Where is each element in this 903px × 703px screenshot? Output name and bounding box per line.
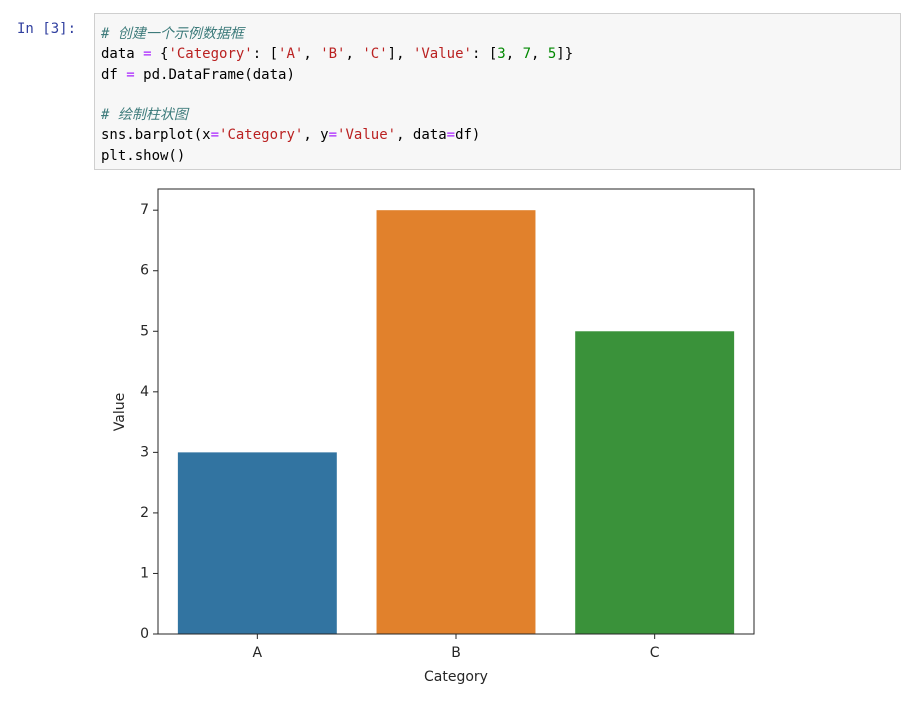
cell-prompt: In [3]: (17, 21, 77, 37)
code-token: , y (303, 127, 329, 144)
y-axis-label: Value (112, 393, 128, 431)
y-tick-label: 7 (140, 202, 149, 218)
code-line: data = {'Category': ['A', 'B', 'C'], 'Va… (101, 44, 894, 64)
code-token: 'Category' (219, 127, 304, 144)
x-axis-label: Category (424, 669, 488, 685)
code-line: sns.barplot(x='Category', y='Value', dat… (101, 125, 894, 145)
x-tick-label: A (253, 645, 263, 661)
code-token: 'C' (362, 46, 388, 63)
code-token: 3 (497, 46, 506, 63)
code-token: = (210, 127, 220, 144)
code-token: = (126, 66, 135, 83)
code-token: 'Category' (168, 46, 253, 63)
y-tick-label: 1 (140, 565, 149, 581)
code-token: = (328, 127, 338, 144)
y-tick-label: 2 (140, 505, 149, 521)
code-line: plt.show() (101, 146, 894, 166)
code-token: = (446, 127, 456, 144)
code-token: , (345, 46, 363, 63)
code-line: df = pd.DataFrame(data) (101, 65, 894, 85)
code-token: sns.barplot(x (101, 127, 211, 144)
code-token: data (101, 46, 144, 63)
code-cell[interactable]: # 创建一个示例数据框 data = {'Category': ['A', 'B'… (94, 13, 901, 170)
code-token: : [ (252, 46, 279, 63)
bar (376, 210, 536, 634)
bar (575, 331, 735, 634)
bar (177, 452, 337, 634)
code-token: pd.DataFrame(data) (134, 66, 295, 83)
code-token: # 绘制柱状图 (101, 107, 188, 124)
code-token: df) (455, 127, 481, 144)
code-token: , data (396, 127, 447, 144)
code-token: 7 (522, 46, 531, 63)
code-token: plt.show() (101, 147, 186, 164)
y-tick-label: 4 (140, 384, 149, 400)
code-token: # 创建一个示例数据框 (101, 26, 244, 42)
code-token: ]} (556, 46, 574, 63)
code-token: 'Value' (412, 46, 472, 63)
code-token: , (505, 46, 523, 63)
x-tick-label: C (650, 645, 660, 661)
code-token: 'B' (320, 46, 346, 63)
code-token: = (143, 46, 152, 63)
code-token: 'Value' (337, 127, 397, 144)
code-token: ], (387, 46, 413, 63)
code-line: # 绘制柱状图 (101, 105, 894, 125)
x-tick-label: B (451, 645, 461, 661)
code-token: df (101, 66, 127, 83)
code-token: , (531, 46, 548, 63)
code-token: 5 (547, 46, 557, 63)
y-tick-label: 3 (140, 444, 149, 460)
axes-frame (157, 188, 755, 635)
code-token: { (151, 46, 169, 63)
y-tick-label: 0 (140, 626, 149, 642)
y-tick-label: 5 (140, 323, 149, 339)
code-token: , (303, 46, 321, 63)
code-token: 'A' (278, 46, 304, 63)
y-tick-label: 6 (140, 263, 149, 279)
code-line: # 创建一个示例数据框 (101, 24, 894, 44)
code-token: : [ (471, 46, 498, 63)
